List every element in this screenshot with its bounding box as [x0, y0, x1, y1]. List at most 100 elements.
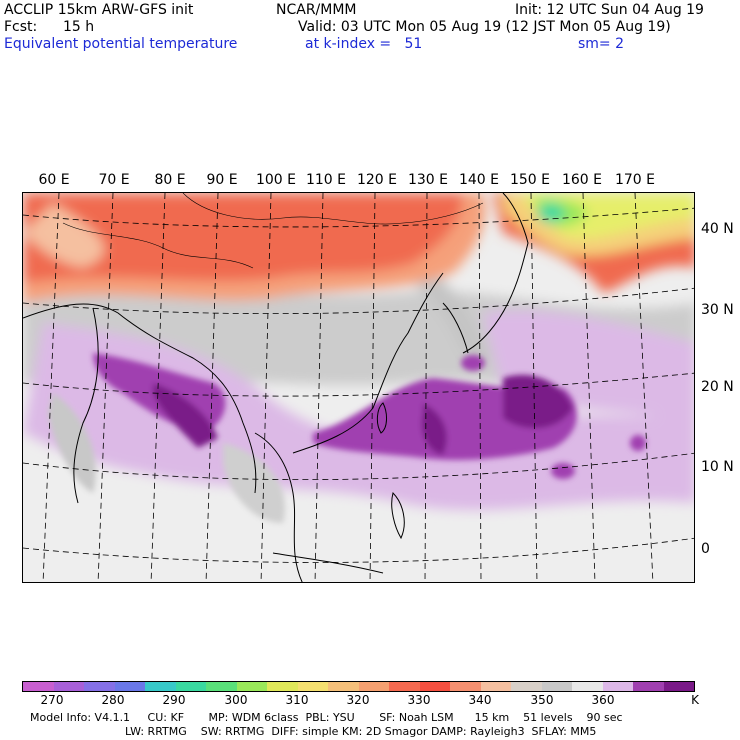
- colorbar-tick-label: 300: [224, 693, 248, 707]
- meridian-line: [97, 193, 114, 582]
- meridian-line: [634, 193, 654, 582]
- field-name: Equivalent potential temperature: [4, 36, 238, 52]
- lon-label: 150 E: [509, 172, 551, 188]
- lat-label: 20 N: [701, 379, 734, 395]
- colorbar-swatch: [480, 682, 511, 691]
- center-label: NCAR/MMM: [276, 2, 357, 18]
- india-gray-patch: [48, 393, 96, 493]
- colorbar-swatch: [450, 682, 481, 691]
- lat-label: 30 N: [701, 302, 734, 318]
- model-title: ACCLIP 15km ARW-GFS init: [4, 2, 194, 18]
- lat-label: 0: [701, 541, 710, 557]
- colorbar-swatch: [114, 682, 145, 691]
- meridian-line: [369, 193, 376, 582]
- colorbar-swatch: [633, 682, 664, 691]
- colorbar-swatch: [541, 682, 572, 691]
- coastlines: [23, 193, 529, 582]
- lon-label: 170 E: [614, 172, 656, 188]
- colorbar-tick-label: 330: [407, 693, 431, 707]
- meridian-line: [42, 193, 60, 582]
- parallel-line: [23, 287, 694, 315]
- colorbar-swatch: [663, 682, 694, 691]
- colorbar-tick-label: 320: [346, 693, 370, 707]
- parallel-line: [23, 537, 694, 563]
- parallel-line: [23, 452, 694, 481]
- lon-label: 110 E: [305, 172, 347, 188]
- pacific-small-core: [630, 435, 646, 451]
- japan-coastline: [462, 193, 529, 354]
- lat-label: 10 N: [701, 459, 734, 475]
- colorbar-tick-label: 310: [285, 693, 309, 707]
- lon-label: 100 E: [255, 172, 297, 188]
- lat-label: 40 N: [701, 221, 734, 237]
- lon-label: 70 E: [98, 172, 130, 188]
- colorbar-swatch: [328, 682, 359, 691]
- pacific-southern-patch: [551, 463, 575, 479]
- colorbar-swatch: [389, 682, 420, 691]
- lon-label: 90 E: [206, 172, 238, 188]
- colorbar-swatch: [358, 682, 389, 691]
- colorbar-tick-label: 360: [591, 693, 615, 707]
- forecast-label: Fcst:: [4, 19, 38, 35]
- meridian-line: [530, 193, 538, 582]
- meridian-line: [314, 193, 324, 582]
- colorbar-swatch: [267, 682, 298, 691]
- lon-label: 160 E: [561, 172, 603, 188]
- west-pacific-core: [503, 374, 573, 429]
- colorbar-tick-label: 350: [530, 693, 554, 707]
- colorbar-tick-label: 340: [468, 693, 492, 707]
- borneo-coastline: [272, 552, 384, 574]
- level-label: at k-index = 51: [305, 36, 423, 52]
- colorbar: [22, 681, 695, 692]
- indochina-coastline: [254, 432, 303, 582]
- indochina-gray-patch: [223, 443, 285, 523]
- map-canvas: [23, 193, 694, 582]
- equivalent-potential-temperature-map: [22, 192, 695, 583]
- meridian-line: [260, 193, 272, 582]
- colorbar-tick-label: 280: [101, 693, 125, 707]
- lon-label: 80 E: [154, 172, 186, 188]
- meridian-line: [478, 193, 482, 582]
- colorbar-tick-label: 290: [162, 693, 186, 707]
- colorbar-swatch: [572, 682, 603, 691]
- lon-label: 120 E: [356, 172, 398, 188]
- parallel-line: [23, 372, 694, 397]
- meridian-line: [424, 193, 428, 582]
- model-info-line-2: LW: RRTMG SW: RRTMG DIFF: simple KM: 2D …: [125, 725, 597, 738]
- colorbar-tick-label: 270: [40, 693, 64, 707]
- north-red-band: [23, 193, 463, 283]
- colorbar-swatch: [53, 682, 84, 691]
- philippine-sea-core: [421, 403, 447, 455]
- korea-coastline: [442, 302, 469, 354]
- north-pacific-teal-core: [537, 203, 565, 223]
- colorbar-swatch: [419, 682, 450, 691]
- bay-light-purple: [83, 393, 223, 473]
- colorbar-swatch: [602, 682, 633, 691]
- bay-of-bengal-core: [153, 383, 218, 448]
- colorbar-unit: K: [691, 693, 699, 707]
- lon-label: 140 E: [458, 172, 500, 188]
- india-west-coastline: [73, 307, 99, 504]
- colorbar-swatch: [206, 682, 237, 691]
- central-asia-pale-patch: [23, 203, 105, 268]
- valid-time: Valid: 03 UTC Mon 05 Aug 19 (12 JST Mon …: [298, 19, 671, 35]
- east-china-sea-patch: [461, 355, 485, 371]
- colorbar-swatch: [23, 682, 54, 691]
- colorbar-swatch: [236, 682, 267, 691]
- philippines-coastline: [391, 492, 405, 540]
- colorbar-swatch: [84, 682, 115, 691]
- colorbar-swatch: [511, 682, 542, 691]
- taiwan-coastline: [376, 402, 387, 434]
- smoothing-label: sm= 2: [578, 36, 625, 52]
- meridian-line: [205, 193, 219, 582]
- lon-label: 130 E: [407, 172, 449, 188]
- mongolia-border: [182, 193, 484, 225]
- plateau-gray-region: [353, 243, 493, 363]
- forecast-hour: 15 h: [63, 19, 95, 35]
- lon-label: 60 E: [38, 172, 70, 188]
- south-asia-coastline: [23, 303, 257, 494]
- model-info-line-1: Model Info: V4.1.1 CU: KF MP: WDM 6class…: [30, 711, 623, 724]
- init-time: Init: 12 UTC Sun 04 Aug 19: [515, 2, 704, 18]
- colorbar-swatch: [145, 682, 176, 691]
- meridian-line: [582, 193, 596, 582]
